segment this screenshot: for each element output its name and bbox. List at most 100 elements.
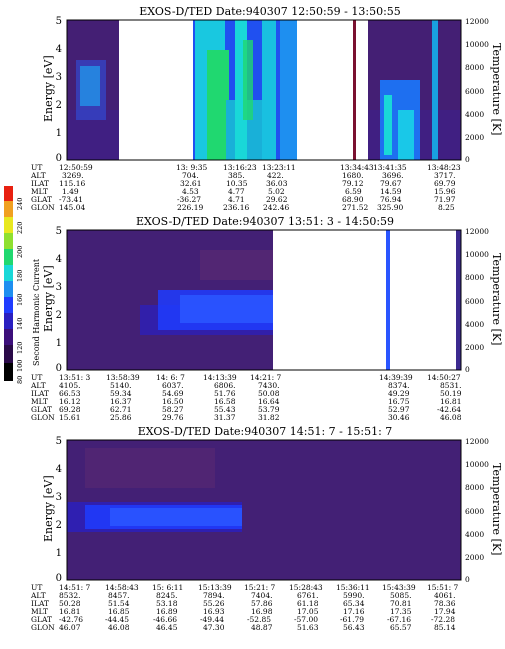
row-label: ALT xyxy=(30,591,46,600)
y-tick: 2000 xyxy=(465,343,484,352)
table-column: 14: 6: 7 6037. 54.69 16.50 58.27 29.76 xyxy=(156,373,185,422)
svg-text:-52.85: -52.85 xyxy=(247,615,271,624)
colorbar-segment xyxy=(4,186,13,201)
y-tick: 8000 xyxy=(465,273,484,282)
svg-text:13:51: 3: 13:51: 3 xyxy=(59,373,91,382)
colorbar-tick: 200 xyxy=(16,246,24,258)
svg-text:-72.28: -72.28 xyxy=(431,615,455,624)
data-spike xyxy=(386,230,390,370)
y-tick: 0 xyxy=(465,575,470,584)
svg-text:51.76: 51.76 xyxy=(214,389,236,398)
svg-text:50.19: 50.19 xyxy=(440,389,462,398)
y-tick: 4 xyxy=(56,44,62,55)
y-tick: 4000 xyxy=(465,110,484,119)
spectrogram-segment-b xyxy=(193,20,297,160)
svg-text:-44.45: -44.45 xyxy=(105,615,129,624)
y-axis-left: 5 4 3 2 1 0 xyxy=(56,436,62,584)
row-label: UT xyxy=(31,583,42,592)
svg-text:5085.: 5085. xyxy=(390,591,411,600)
svg-text:-46.66: -46.66 xyxy=(153,615,177,624)
y-tick: 5 xyxy=(56,16,62,27)
svg-text:79.67: 79.67 xyxy=(380,179,402,188)
row-label: GLAT xyxy=(31,615,52,624)
svg-text:16.85: 16.85 xyxy=(108,607,130,616)
svg-text:3696.: 3696. xyxy=(382,171,403,180)
svg-text:62.71: 62.71 xyxy=(110,405,131,414)
svg-text:53.18: 53.18 xyxy=(156,599,178,608)
table-column: 15:28:43 6761. 61.18 17.05 -57.00 51.63 xyxy=(289,583,323,632)
colorbar-segment xyxy=(4,345,13,363)
colorbar-tick: 120 xyxy=(16,342,24,354)
svg-text:-42.76: -42.76 xyxy=(59,615,83,624)
spectrogram-texture xyxy=(67,230,273,370)
svg-text:46.08: 46.08 xyxy=(440,413,462,422)
svg-text:46.08: 46.08 xyxy=(108,623,130,632)
svg-text:5.02: 5.02 xyxy=(268,187,285,196)
svg-text:10.35: 10.35 xyxy=(226,179,248,188)
svg-text:30.46: 30.46 xyxy=(388,413,410,422)
svg-text:15:13:39: 15:13:39 xyxy=(198,583,232,592)
svg-text:325.90: 325.90 xyxy=(377,203,403,212)
svg-text:-49.44: -49.44 xyxy=(200,615,224,624)
table-column: 12:50:59 3269. 115.16 1.49 -73.41 145.04 xyxy=(59,163,93,212)
svg-text:4.71: 4.71 xyxy=(228,195,245,204)
panel-title: EXOS-D/TED Date:940307 14:51: 7 - 15:51:… xyxy=(138,425,393,438)
row-label: MLT xyxy=(31,187,48,196)
svg-text:-61.79: -61.79 xyxy=(340,615,364,624)
svg-text:16.81: 16.81 xyxy=(59,607,80,616)
svg-text:15.96: 15.96 xyxy=(434,187,456,196)
y-axis-label-right: Temperature [K] xyxy=(490,43,503,135)
orbit-table: UT ALT ILAT MLT GLAT GLON 12:50:59 3269.… xyxy=(30,163,461,212)
panel-3: EXOS-D/TED Date:940307 14:51: 7 - 15:51:… xyxy=(30,425,503,632)
svg-text:69.28: 69.28 xyxy=(59,405,81,414)
svg-text:66.53: 66.53 xyxy=(59,389,81,398)
table-column: 13: 9:35 704. 32.61 4.53 -36.27 226.19 xyxy=(176,163,208,212)
y-tick: 5 xyxy=(56,226,62,237)
y-tick: 8000 xyxy=(465,483,484,492)
svg-text:8245.: 8245. xyxy=(156,591,177,600)
table-column: 14:39:39 8374. 49.29 16.75 52.97 30.46 xyxy=(379,373,413,422)
svg-text:13:48:23: 13:48:23 xyxy=(427,163,461,172)
svg-text:14.59: 14.59 xyxy=(380,187,402,196)
svg-text:85.14: 85.14 xyxy=(434,623,456,632)
orbit-table: UT ALT ILAT MLT GLAT GLON 14:51: 7 8532.… xyxy=(30,583,459,632)
svg-text:53.79: 53.79 xyxy=(258,405,280,414)
row-label: UT xyxy=(31,373,42,382)
y-tick: 4000 xyxy=(465,320,484,329)
y-tick: 2000 xyxy=(465,133,484,142)
svg-text:5140.: 5140. xyxy=(110,381,131,390)
svg-text:50.28: 50.28 xyxy=(59,599,81,608)
svg-text:14:51: 7: 14:51: 7 xyxy=(59,583,91,592)
y-tick: 0 xyxy=(465,155,470,164)
y-tick: 0 xyxy=(56,573,62,584)
svg-text:13:41:35: 13:41:35 xyxy=(373,163,407,172)
svg-text:69.79: 69.79 xyxy=(434,179,456,188)
svg-text:14:50:27: 14:50:27 xyxy=(427,373,461,382)
row-label: GLON xyxy=(31,413,55,422)
y-axis-label-right: Temperature [K] xyxy=(490,463,503,555)
svg-text:61.18: 61.18 xyxy=(297,599,319,608)
svg-text:-36.27: -36.27 xyxy=(177,195,201,204)
spectrogram-segment-c xyxy=(380,20,438,160)
svg-text:-73.41: -73.41 xyxy=(59,195,83,204)
svg-text:15: 6:11: 15: 6:11 xyxy=(152,583,183,592)
plot-frame xyxy=(66,19,462,161)
colorbar-segment xyxy=(4,281,13,297)
colorbar-segment xyxy=(4,249,13,265)
table-column: 14:51: 7 8532. 50.28 16.81 -42.76 46.07 xyxy=(59,583,91,632)
svg-text:16.81: 16.81 xyxy=(440,397,461,406)
table-column: 13:23:11 422. 36.03 5.02 29.62 242.46 xyxy=(262,163,296,212)
colorbar-segment xyxy=(4,265,13,281)
table-column: 15:51: 7 4061. 78.36 17.94 -72.28 85.14 xyxy=(427,583,459,632)
y-axis-label-left: Energy [eV] xyxy=(42,475,55,542)
y-tick: 8000 xyxy=(465,63,484,72)
svg-text:65.57: 65.57 xyxy=(390,623,412,632)
svg-text:70.81: 70.81 xyxy=(390,599,411,608)
y-axis-right: 12000 10000 8000 6000 4000 2000 0 xyxy=(465,437,489,584)
svg-text:8.25: 8.25 xyxy=(438,203,455,212)
svg-text:46.45: 46.45 xyxy=(156,623,178,632)
svg-text:17.35: 17.35 xyxy=(390,607,412,616)
svg-text:16.98: 16.98 xyxy=(251,607,273,616)
table-column: 15:36:11 5990. 65.34 17.16 -61.79 56.43 xyxy=(336,583,370,632)
